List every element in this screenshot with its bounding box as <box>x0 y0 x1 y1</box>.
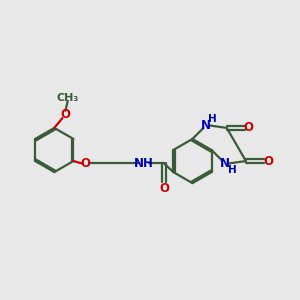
Text: N: N <box>201 119 211 132</box>
Text: N: N <box>220 157 230 170</box>
Text: O: O <box>263 154 273 167</box>
Text: H: H <box>228 165 236 176</box>
Text: O: O <box>244 122 254 134</box>
Text: CH₃: CH₃ <box>57 94 79 103</box>
Text: O: O <box>159 182 169 194</box>
Text: H: H <box>208 114 217 124</box>
Text: NH: NH <box>134 157 153 170</box>
Text: O: O <box>60 108 70 121</box>
Text: O: O <box>81 157 91 170</box>
